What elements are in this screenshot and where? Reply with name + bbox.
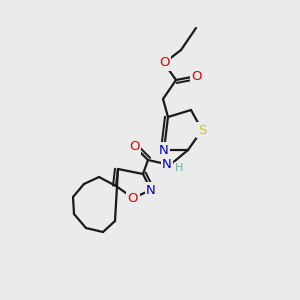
- Text: S: S: [198, 124, 206, 136]
- Text: O: O: [159, 56, 169, 70]
- Text: N: N: [162, 158, 172, 172]
- Text: O: O: [192, 70, 202, 83]
- Text: N: N: [146, 184, 156, 196]
- Text: O: O: [128, 191, 138, 205]
- Text: H: H: [175, 163, 183, 173]
- Text: N: N: [159, 143, 169, 157]
- Text: O: O: [129, 140, 139, 152]
